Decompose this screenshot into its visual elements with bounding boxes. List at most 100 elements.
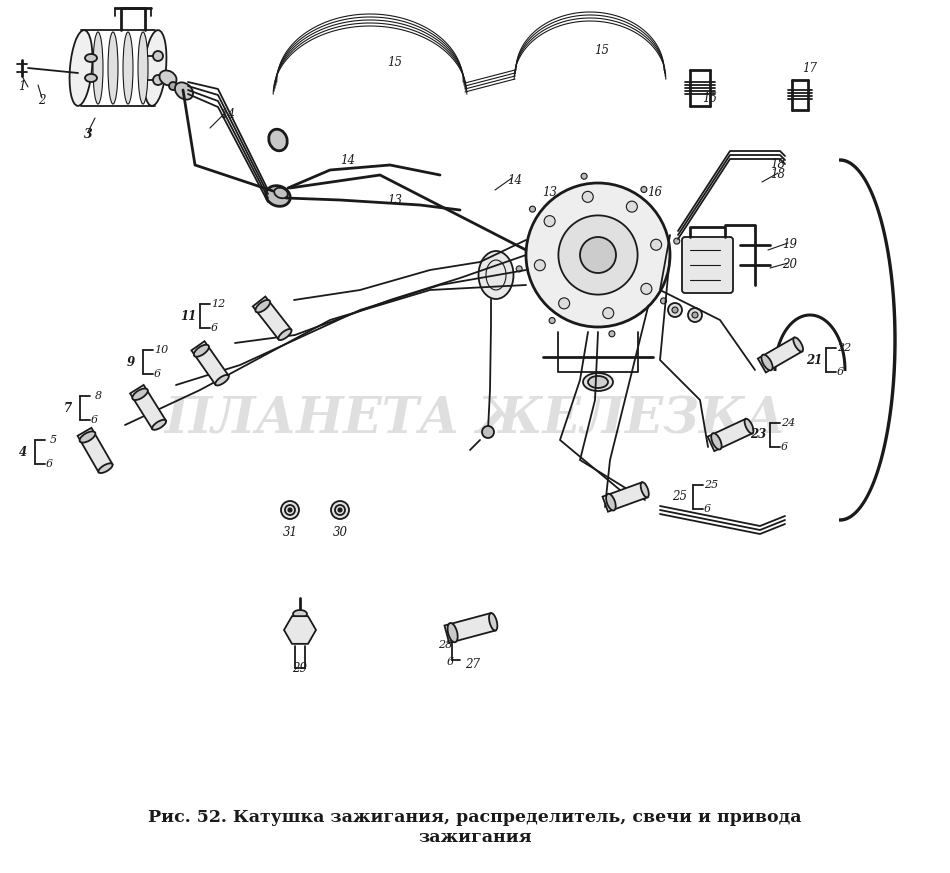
Ellipse shape (447, 623, 458, 643)
Ellipse shape (132, 388, 148, 400)
Text: зажигания: зажигания (418, 829, 532, 847)
Text: 22: 22 (837, 343, 851, 353)
Ellipse shape (93, 32, 103, 104)
Text: 14: 14 (220, 108, 236, 121)
Circle shape (516, 266, 522, 272)
Text: 6: 6 (703, 504, 711, 514)
Text: 25: 25 (704, 480, 718, 490)
Text: 18: 18 (770, 159, 786, 171)
Text: 6: 6 (211, 323, 218, 333)
Text: 17: 17 (803, 61, 818, 74)
Circle shape (651, 239, 661, 251)
Circle shape (153, 51, 163, 61)
Polygon shape (191, 341, 229, 385)
Ellipse shape (489, 613, 498, 630)
Ellipse shape (266, 186, 291, 206)
Ellipse shape (583, 373, 613, 391)
Circle shape (641, 284, 652, 294)
FancyBboxPatch shape (682, 237, 733, 293)
Circle shape (288, 508, 292, 512)
Text: 19: 19 (783, 238, 797, 251)
Ellipse shape (160, 71, 177, 86)
Text: ПЛАНЕТА ЖЕЛЕЗКА: ПЛАНЕТА ЖЕЛЕЗКА (164, 395, 786, 444)
Circle shape (581, 173, 587, 179)
Polygon shape (253, 297, 292, 340)
Circle shape (559, 216, 637, 294)
Circle shape (692, 312, 698, 318)
Ellipse shape (85, 54, 97, 62)
Circle shape (526, 183, 670, 327)
Ellipse shape (269, 129, 287, 151)
Circle shape (169, 82, 177, 90)
Ellipse shape (640, 482, 649, 498)
Ellipse shape (761, 354, 772, 370)
Polygon shape (445, 613, 496, 643)
Ellipse shape (712, 433, 722, 450)
Circle shape (534, 260, 545, 271)
Circle shape (674, 238, 680, 244)
Ellipse shape (293, 610, 307, 618)
Ellipse shape (216, 375, 229, 386)
Circle shape (559, 298, 570, 309)
Circle shape (580, 237, 616, 273)
Ellipse shape (123, 32, 133, 104)
Text: 2: 2 (38, 93, 46, 107)
Ellipse shape (479, 251, 514, 299)
Text: 21: 21 (806, 354, 822, 367)
Circle shape (544, 216, 555, 227)
Polygon shape (758, 338, 802, 373)
Text: 6: 6 (90, 415, 98, 425)
Circle shape (549, 318, 555, 324)
Text: 23: 23 (750, 429, 766, 442)
Circle shape (668, 303, 682, 317)
Text: 16: 16 (648, 185, 662, 198)
Text: 30: 30 (332, 526, 348, 540)
Text: 6: 6 (46, 459, 52, 469)
Ellipse shape (80, 431, 95, 443)
Circle shape (529, 206, 536, 212)
Circle shape (338, 508, 342, 512)
Text: 9: 9 (127, 355, 135, 368)
Text: 25: 25 (673, 491, 688, 504)
Ellipse shape (69, 31, 92, 106)
Text: 15: 15 (388, 56, 403, 68)
Circle shape (660, 298, 667, 304)
Ellipse shape (138, 32, 148, 104)
Ellipse shape (194, 345, 209, 357)
Text: Рис. 52. Катушка зажигания, распределитель, свечи и привода: Рис. 52. Катушка зажигания, распределите… (148, 809, 802, 827)
Text: 27: 27 (466, 658, 481, 671)
Text: 14: 14 (340, 154, 355, 167)
Text: 13: 13 (542, 187, 558, 200)
Text: 12: 12 (211, 299, 225, 309)
Text: 4: 4 (19, 445, 27, 458)
Text: 10: 10 (154, 345, 168, 355)
Circle shape (688, 308, 702, 322)
Ellipse shape (99, 464, 113, 473)
Text: 15: 15 (702, 92, 717, 105)
Polygon shape (708, 419, 752, 451)
Ellipse shape (85, 74, 97, 82)
Text: 14: 14 (507, 174, 522, 187)
Polygon shape (130, 385, 166, 429)
Circle shape (672, 307, 678, 313)
Ellipse shape (152, 420, 166, 430)
Text: 6: 6 (836, 367, 844, 377)
Circle shape (641, 187, 647, 192)
Text: 8: 8 (94, 391, 102, 401)
Text: 7: 7 (64, 402, 72, 415)
Text: 11: 11 (180, 310, 196, 322)
Ellipse shape (588, 376, 608, 388)
Text: 28: 28 (438, 640, 452, 650)
Ellipse shape (143, 31, 166, 106)
Text: 3: 3 (84, 128, 92, 141)
Text: 24: 24 (781, 418, 795, 428)
Text: 5: 5 (49, 435, 57, 445)
Text: 13: 13 (388, 194, 403, 207)
Text: 31: 31 (282, 526, 297, 540)
Circle shape (602, 307, 614, 319)
Text: 6: 6 (154, 369, 161, 379)
Circle shape (331, 501, 349, 519)
Circle shape (153, 75, 163, 85)
Text: 18: 18 (770, 168, 786, 182)
Ellipse shape (108, 32, 118, 104)
